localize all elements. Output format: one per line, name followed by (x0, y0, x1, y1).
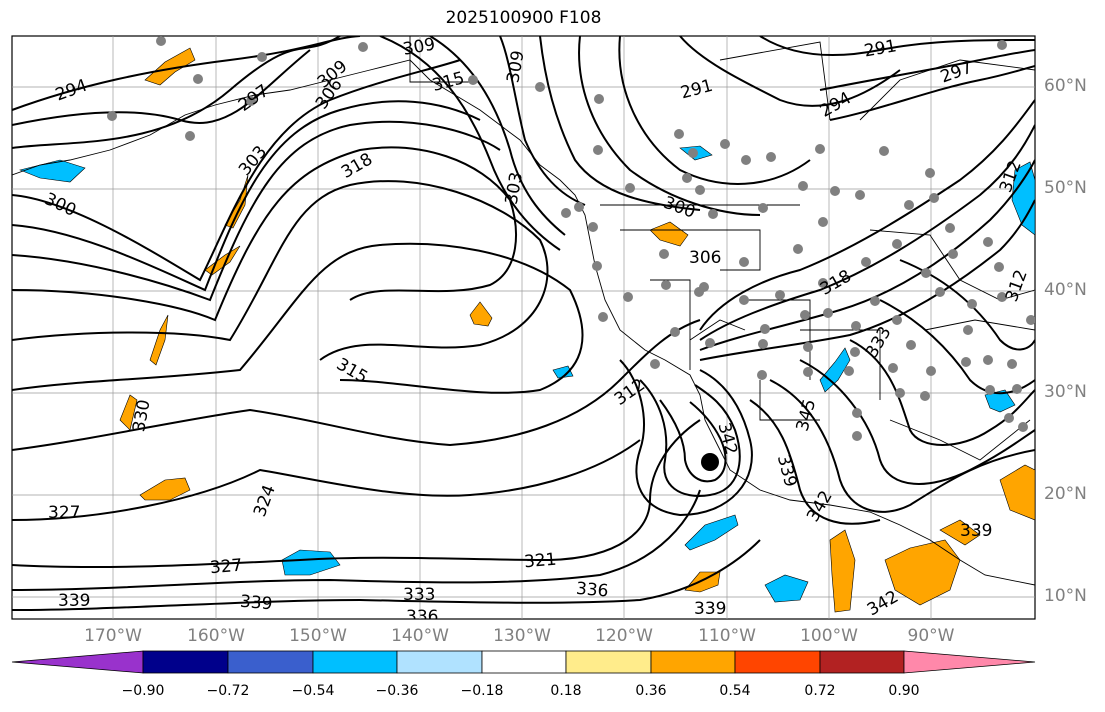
lon-label: 110°W (698, 626, 756, 646)
lon-label: 130°W (493, 626, 551, 646)
contour-label: 327 (209, 556, 243, 579)
lat-label: 50°N (1044, 178, 1087, 198)
contour-label: 339 (694, 599, 726, 619)
storm-center-marker (701, 453, 719, 471)
lon-label: 170°W (84, 626, 142, 646)
lat-label: 10°N (1044, 586, 1087, 606)
colorbar-tick: 0.90 (888, 683, 920, 699)
contour-label: 336 (406, 607, 438, 627)
colorbar-tick: −0.72 (206, 683, 250, 699)
colorbar (11, 650, 1036, 674)
lat-label: 20°N (1044, 484, 1087, 504)
lon-label: 140°W (391, 626, 449, 646)
lon-label: 150°W (289, 626, 347, 646)
contour-label: 321 (523, 550, 557, 573)
contour-label: 339 (239, 592, 273, 615)
lon-label: 160°W (187, 626, 245, 646)
colorbar-tick: 0.18 (550, 683, 582, 699)
contour-label: 339 (960, 521, 992, 541)
colorbar-tick: 0.54 (719, 683, 751, 699)
station-markers (107, 36, 1035, 441)
colorbar-tick: 0.72 (804, 683, 836, 699)
lat-label: 30°N (1044, 382, 1087, 402)
colorbar-tick: −0.54 (291, 683, 335, 699)
contour-label: 309 (401, 34, 436, 59)
lat-lon-grid (12, 36, 1035, 619)
lon-label: 100°W (800, 626, 858, 646)
colorbar-tick: −0.18 (460, 683, 504, 699)
lat-label: 60°N (1044, 76, 1087, 96)
lat-label: 40°N (1044, 280, 1087, 300)
plot-title: 2025100900 F108 (445, 8, 602, 28)
contour-label: 327 (48, 503, 80, 523)
contour-label: 306 (689, 248, 721, 268)
contour-label: 333 (403, 585, 435, 605)
lon-label: 120°W (595, 626, 653, 646)
contour-label: 339 (58, 591, 90, 611)
contour-label: 336 (575, 579, 609, 602)
lon-label: 90°W (907, 626, 955, 646)
colorbar-tick: −0.90 (121, 683, 165, 699)
colorbar-tick: 0.36 (635, 683, 667, 699)
colorbar-tick: −0.36 (375, 683, 419, 699)
